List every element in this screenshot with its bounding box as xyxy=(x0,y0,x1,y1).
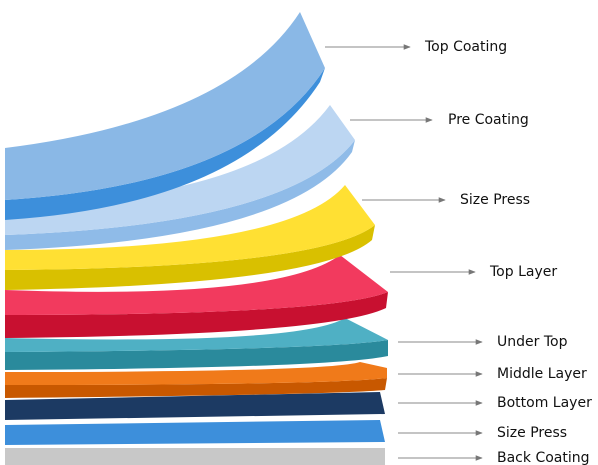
layer-label: Top Layer xyxy=(489,264,557,280)
layer-label: Pre Coating xyxy=(448,112,529,128)
back-coating-layer xyxy=(5,448,385,465)
layer-label: Top Coating xyxy=(424,39,507,55)
size-press-yellow-side xyxy=(5,225,375,290)
size-press-layer xyxy=(5,420,385,445)
layer-label: Bottom Layer xyxy=(497,395,592,411)
top-layer xyxy=(5,255,388,315)
layer-label: Size Press xyxy=(497,425,567,441)
bottom-layer xyxy=(5,392,385,420)
size-press-yellow-layer xyxy=(5,185,375,270)
under-top-layer xyxy=(5,318,388,352)
labels: Top Coating Pre Coating Size Press Top Laye… xyxy=(325,39,592,465)
under-top-side xyxy=(5,340,388,370)
layer-label: Middle Layer xyxy=(497,366,587,382)
layer-stack xyxy=(5,12,388,465)
top-layer-side xyxy=(5,292,388,338)
layer-label: Under Top xyxy=(497,334,568,350)
top-coating-side xyxy=(5,68,325,220)
middle-layer-side xyxy=(5,378,387,398)
pre-coating-side xyxy=(5,140,355,250)
middle-layer xyxy=(5,362,387,385)
top-coating-layer xyxy=(5,12,325,200)
layer-label: Back Coating xyxy=(497,450,590,465)
layer-label: Size Press xyxy=(460,192,530,208)
